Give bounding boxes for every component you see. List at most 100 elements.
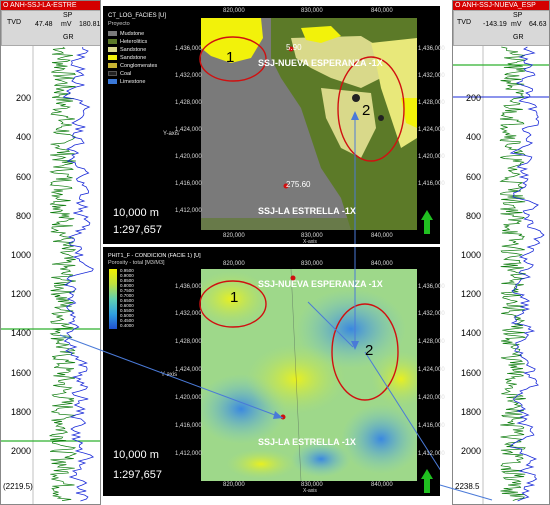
right-sp-unit: mV: [511, 21, 522, 28]
scale-ratio-bottom: 1:297,657: [113, 469, 162, 481]
well-value-nueva-esperanza: 5.90: [286, 43, 302, 52]
right-log-curves: [453, 46, 549, 504]
scale-bar-text-bottom: 10,000 m: [113, 449, 159, 461]
right-sp-label: SP: [513, 12, 523, 19]
left-depth-4: 1000: [10, 250, 31, 260]
well-value-la-estrella: 275.60: [286, 180, 311, 189]
colorbar-labels: 0.9500 0.9000 0.8500 0.8000 0.7500 0.700…: [120, 268, 134, 328]
y-tick: 1,424,000: [175, 127, 202, 133]
legend-item: Coal: [108, 70, 174, 78]
left-depth-5: 1200: [10, 289, 31, 299]
colorbar-label: 0.9000: [120, 273, 134, 278]
left-depth-3: 800: [15, 211, 31, 221]
y-axis-label: Y-axis: [161, 372, 178, 378]
left-depth-9: 2000: [10, 446, 31, 456]
right-depth-0: 200: [465, 93, 481, 103]
colorbar-label: 0.6000: [120, 303, 134, 308]
x-tick: 820,000: [223, 8, 245, 14]
y-tick: 1,416,000: [175, 423, 202, 429]
left-depth-6: 1400: [10, 328, 31, 338]
right-depth-5: 1200: [460, 289, 481, 299]
y-tick-right: 1,436,000: [418, 284, 445, 290]
right-well-log: O ANH-SSJ-NUEVA_ESP TVD SP -143.19 mV 64…: [452, 0, 550, 505]
left-sp-min: 47.48: [35, 21, 53, 28]
right-sp-max: 64.63: [529, 21, 547, 28]
colorbar-label: 0.6500: [120, 298, 134, 303]
porosity-annotations: [199, 247, 440, 493]
y-tick: 1,436,000: [175, 46, 202, 52]
marker-1-label-bottom: 1: [230, 289, 239, 306]
facies-map-surface: [201, 18, 417, 230]
left-depth-2: 600: [15, 172, 31, 182]
legend-item: Heterolitics: [108, 38, 174, 46]
x-tick: 840,000: [371, 8, 393, 14]
facies-map-property: CT_LOG_FACIES [U]: [108, 13, 167, 19]
y-tick: 1,436,000: [175, 284, 202, 290]
colorbar-label: 0.8000: [120, 283, 134, 288]
well-label-nueva-esperanza: SSJ-NUEVA ESPERANZA -1X: [258, 58, 383, 68]
y-tick-right: 1,416,000: [418, 181, 445, 187]
colorbar-label: 0.5500: [120, 308, 134, 313]
y-tick: 1,428,000: [175, 100, 202, 106]
x-tick: 830,000: [301, 482, 323, 488]
legend-item: Sandstone: [108, 46, 174, 54]
marker-1-label: 1: [226, 49, 235, 66]
colorbar-label: 0.4500: [120, 318, 134, 323]
right-sp-min: -143.19: [483, 21, 507, 28]
y-tick-right: 1,420,000: [418, 154, 445, 160]
left-gr-label: GR: [63, 34, 74, 41]
left-sp-label: SP: [63, 12, 73, 19]
colorbar-label: 0.8500: [120, 278, 134, 283]
left-sp-unit: mV: [61, 21, 72, 28]
x-axis-label: X-axis: [303, 488, 317, 494]
facies-legend: Mudstone Heterolitics Sandstone Sandston…: [108, 30, 174, 86]
right-depth-4: 1000: [460, 250, 481, 260]
y-tick-right: 1,432,000: [418, 73, 445, 79]
well-label-nueva-esperanza-bottom: SSJ-NUEVA ESPERANZA -1X: [258, 279, 383, 289]
x-tick: 840,000: [371, 233, 393, 239]
colorbar-label: 0.7000: [120, 293, 134, 298]
porosity-colorbar: [109, 269, 117, 329]
left-well-log: O ANH-SSJ-LA-ESTRE TVD SP 47.48 mV 180.8…: [0, 0, 101, 505]
left-depth-7: 1600: [10, 368, 31, 378]
y-tick-right: 1,416,000: [418, 423, 445, 429]
x-axis-label: X-axis: [303, 239, 317, 245]
facies-map-subtitle: Proyecto: [108, 21, 130, 27]
marker-2-label: 2: [362, 102, 371, 119]
left-well-header: [1, 10, 100, 46]
y-tick-right: 1,432,000: [418, 311, 445, 317]
y-tick-right: 1,424,000: [418, 367, 445, 373]
porosity-map-subtitle: Porosity - total [M3/M3]: [108, 260, 165, 266]
y-tick: 1,420,000: [175, 395, 202, 401]
legend-item: Sandstone: [108, 54, 174, 62]
left-bottom-value: (2219.5): [3, 482, 33, 491]
porosity-map-property: PHIT1_F - CONDICION (FACIE 1) [U]: [108, 253, 201, 259]
y-tick-right: 1,428,000: [418, 100, 445, 106]
right-tvd-label: TVD: [457, 19, 471, 26]
x-tick: 820,000: [223, 233, 245, 239]
right-depth-3: 800: [465, 211, 481, 221]
right-depth-7: 1600: [460, 368, 481, 378]
right-gr-label: GR: [513, 34, 524, 41]
x-tick: 830,000: [301, 8, 323, 14]
legend-item: Limestone: [108, 78, 174, 86]
y-tick: 1,416,000: [175, 181, 202, 187]
legend-label: Coal: [120, 71, 132, 77]
legend-item: Conglomerates: [108, 62, 174, 70]
legend-label: Sandstone: [120, 47, 147, 53]
marker-2-label-bottom: 2: [365, 342, 374, 359]
left-depth-1: 400: [15, 132, 31, 142]
y-tick-right: 1,420,000: [418, 395, 445, 401]
x-tick: 840,000: [371, 482, 393, 488]
x-tick: 820,000: [223, 261, 245, 267]
right-bottom-value: 2238.5: [455, 482, 480, 491]
porosity-map-panel: PHIT1_F - CONDICION (FACIE 1) [U] Porosi…: [103, 247, 445, 496]
x-tick: 820,000: [223, 482, 245, 488]
legend-label: Sandstone: [120, 55, 147, 61]
y-tick: 1,428,000: [175, 339, 202, 345]
colorbar-label: 0.5000: [120, 313, 134, 318]
y-tick-right: 1,428,000: [418, 339, 445, 345]
legend-item: Mudstone: [108, 30, 174, 38]
right-depth-1: 400: [465, 132, 481, 142]
scale-bar-text: 10,000 m: [113, 207, 159, 219]
